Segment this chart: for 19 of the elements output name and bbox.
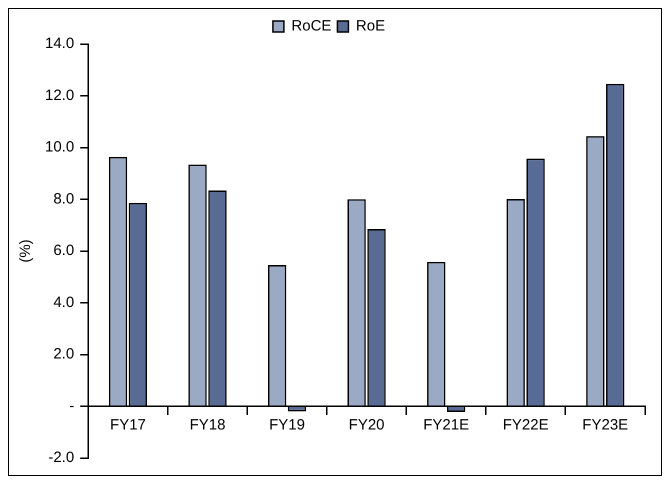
y-tick-label: 8.0 [53, 190, 74, 208]
legend-label: RoE [356, 18, 386, 35]
y-tick-label: 12.0 [44, 86, 74, 104]
x-tick-label: FY23E [582, 416, 628, 434]
y-tick-label: 2.0 [53, 346, 74, 363]
y-tick-label: 10.0 [44, 138, 74, 156]
x-tick-label: FY20 [348, 416, 385, 434]
legend-label: RoCE [291, 18, 332, 35]
y-axis-title: (%) [17, 239, 34, 263]
x-tick-label: FY18 [190, 416, 226, 434]
x-tick-label: FY22E [502, 416, 549, 434]
x-tick-label: FY17 [110, 416, 146, 434]
y-tick-label: - [69, 397, 74, 414]
y-tick-label: -2.0 [48, 449, 74, 466]
y-tick-label: 6.0 [53, 242, 74, 260]
y-tick-label: 14.0 [44, 35, 74, 52]
y-tick-label: 4.0 [53, 294, 74, 311]
x-tick-label: FY19 [269, 416, 305, 434]
x-tick-label: FY21E [423, 416, 470, 434]
